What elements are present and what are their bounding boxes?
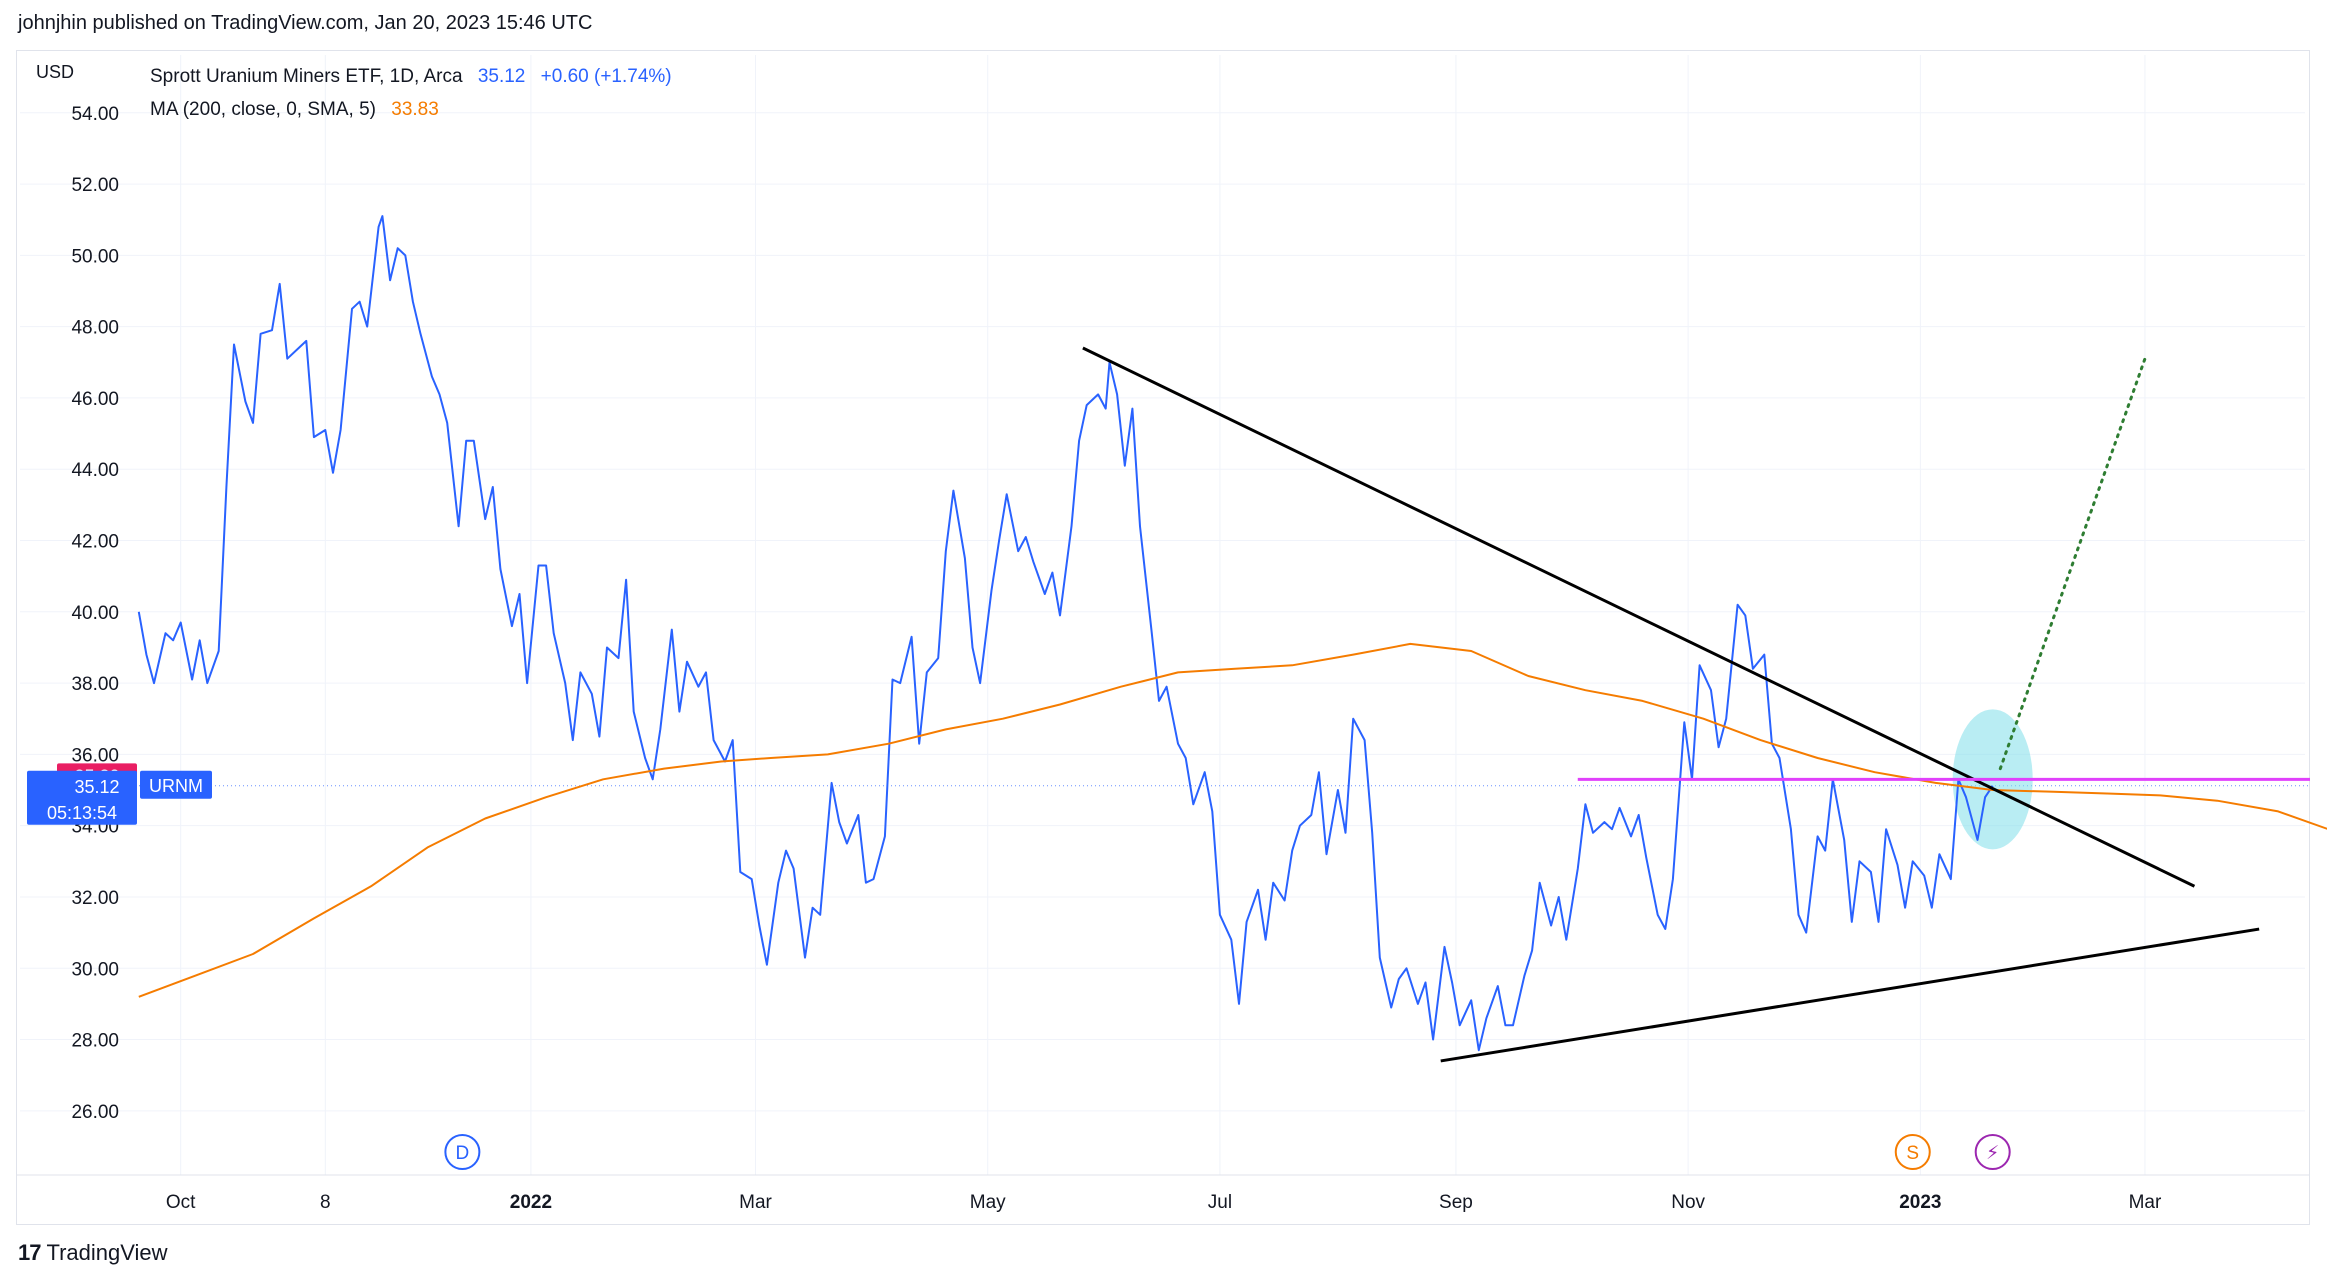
legend-change: +0.60 (+1.74%) [540, 66, 672, 87]
y-tick-label: 52.00 [71, 175, 119, 196]
legend-ma-desc: MA (200, close, 0, SMA, 5) [150, 99, 376, 120]
dividend-icon[interactable] [444, 1134, 481, 1170]
last-price-text: 35.12 [74, 777, 119, 797]
legend-series-row[interactable]: Sprott Uranium Miners ETF, 1D, Arca 35.1… [150, 60, 672, 93]
legend-symbol: Sprott Uranium Miners ETF, 1D, Arca [150, 66, 463, 87]
breakout-projection-line[interactable] [1998, 357, 2147, 771]
y-tick-label: 28.00 [71, 1031, 119, 1052]
y-tick-label: 32.00 [71, 888, 119, 909]
x-tick-label: May [970, 1192, 1006, 1213]
footer[interactable]: 17 TradingView [18, 1240, 168, 1266]
event-marker-label: D [456, 1143, 470, 1164]
y-tick-label: 46.00 [71, 389, 119, 410]
x-tick-label: 2022 [510, 1192, 552, 1213]
x-tick-label: Mar [2129, 1192, 2162, 1213]
y-tick-label: 26.00 [71, 1102, 119, 1123]
countdown-text: 05:13:54 [47, 803, 117, 823]
price-series-line[interactable] [137, 215, 1994, 1052]
legend-ma-value: 33.83 [391, 99, 439, 120]
footer-brand: TradingView [46, 1240, 168, 1265]
ascending-support-line[interactable] [1440, 927, 2260, 1063]
y-tick-label: 42.00 [71, 532, 119, 553]
chart-legend: Sprott Uranium Miners ETF, 1D, Arca 35.1… [150, 60, 672, 126]
x-tick-label: Mar [739, 1192, 772, 1213]
chart-frame[interactable] [16, 50, 2310, 1225]
y-tick-label: 48.00 [71, 318, 119, 339]
x-tick-label: 8 [320, 1192, 331, 1213]
split-icon[interactable] [1894, 1134, 1931, 1170]
lightning-icon[interactable] [1974, 1134, 2011, 1170]
legend-ma-row[interactable]: MA (200, close, 0, SMA, 5) 33.83 [150, 93, 672, 126]
last-price-badge [27, 770, 137, 825]
y-tick-label: 30.00 [71, 959, 119, 980]
y-tick-label: 54.00 [71, 104, 119, 125]
published-header: johnjhin published on TradingView.com, J… [18, 12, 593, 34]
descending-resistance-line[interactable] [1082, 346, 2196, 888]
y-tick-label: 40.00 [71, 603, 119, 624]
ticker-badge[interactable] [140, 770, 212, 799]
x-tick-label: Sep [1439, 1192, 1473, 1213]
x-tick-label: 2023 [1899, 1192, 1941, 1213]
y-tick-label: 50.00 [71, 246, 119, 267]
x-tick-label: Nov [1671, 1192, 1705, 1213]
x-tick-label: Jul [1208, 1192, 1232, 1213]
price-scale-currency: USD [36, 62, 74, 82]
legend-last-price: 35.12 [477, 66, 526, 87]
y-tick-label: 44.00 [71, 460, 119, 481]
tradingview-logo-icon: 17 [18, 1240, 42, 1265]
y-tick-label: 38.00 [71, 674, 119, 695]
y-tick-label: 36.00 [71, 745, 119, 766]
ma-series-line[interactable] [138, 642, 2327, 998]
event-marker-label: S [1906, 1143, 1919, 1164]
ticker-badge-text: URNM [149, 776, 203, 796]
x-tick-label: Oct [166, 1192, 196, 1213]
event-marker-label: ⚡ [1986, 1143, 1999, 1164]
